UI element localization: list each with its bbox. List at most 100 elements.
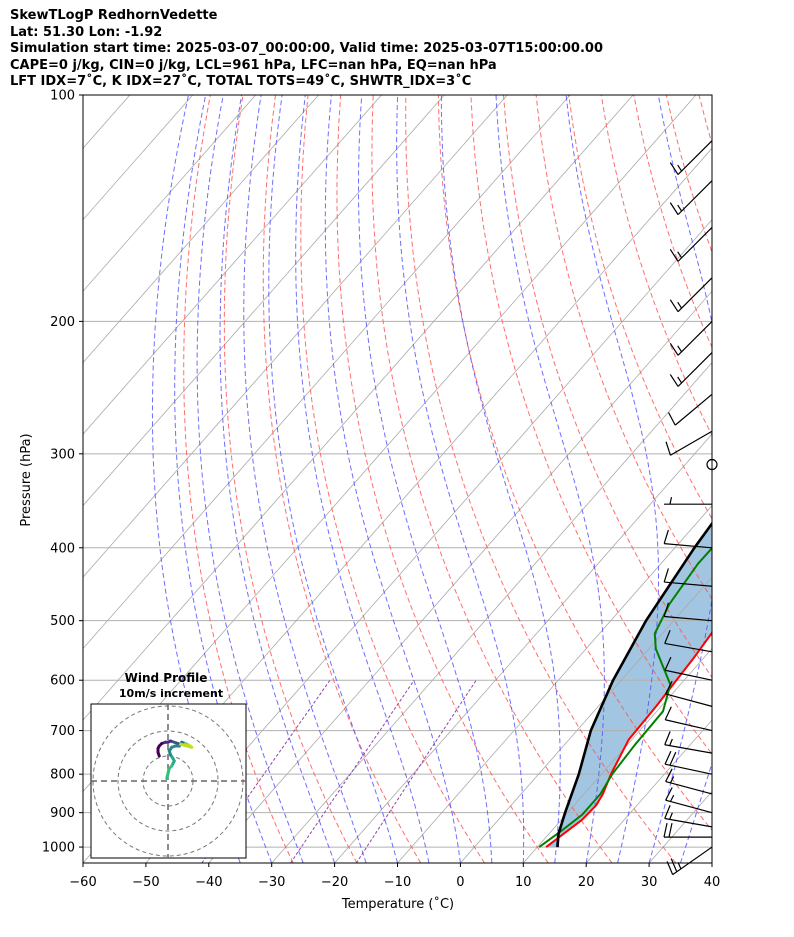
dry-adiabat-line — [223, 95, 358, 863]
wind-barb — [664, 543, 713, 549]
x-tick-label: −40 — [195, 875, 222, 890]
x-tick-label: 0 — [456, 875, 464, 890]
isotherm-line — [775, 95, 794, 863]
wind-barb — [677, 180, 713, 216]
wind-barb-flag — [664, 731, 671, 745]
x-axis-label: Temperature (˚C) — [341, 896, 454, 912]
wind-barb-half-flag — [677, 301, 683, 309]
dry-adiabat-line — [732, 95, 794, 863]
isotherm-line — [522, 647, 712, 863]
wind-barb-flag — [669, 374, 679, 387]
wind-barb-half-flag — [677, 164, 683, 172]
wind-barb — [677, 227, 713, 262]
mixing-ratio-line — [290, 679, 415, 863]
wind-barb-flag — [664, 706, 672, 721]
dry-adiabat-line — [764, 95, 794, 863]
wind-barb — [670, 430, 713, 456]
isotherm-line — [460, 576, 712, 863]
wind-barb-flag — [664, 656, 672, 671]
wind-barb-flag — [663, 568, 669, 583]
dry-adiabat-line — [336, 95, 549, 863]
wind-barb — [665, 799, 713, 814]
wind-barb — [677, 140, 713, 176]
wind-barb — [664, 817, 713, 828]
x-tick-label: −50 — [132, 875, 159, 890]
wind-barb-flag — [669, 162, 679, 175]
moist-adiabat-line — [324, 95, 461, 863]
moist-adiabat-line — [196, 95, 304, 863]
dry-adiabat-line — [405, 95, 677, 863]
dry-adiabat-line — [535, 95, 712, 600]
x-tick-label: −10 — [384, 875, 411, 890]
isotherm-line — [271, 362, 712, 863]
wind-barb — [664, 581, 713, 587]
y-tick-label: 1000 — [42, 841, 75, 856]
moist-adiabat-line — [219, 95, 336, 863]
x-tick-label: 40 — [704, 875, 721, 890]
indices-text: LFT IDX=7˚C, K IDX=27˚C, TOTAL TOTS=49˚C… — [10, 74, 472, 89]
moist-adiabat-line — [268, 95, 398, 863]
wind-barb — [664, 615, 713, 622]
wind-barb-flag — [667, 412, 676, 426]
moist-adiabat-line — [565, 95, 659, 863]
cape-fill-area — [546, 523, 712, 848]
wind-barb-flag — [666, 861, 674, 875]
wind-barb-flag — [665, 768, 673, 782]
x-tick-label: 20 — [578, 875, 595, 890]
mixing-ratio-line — [355, 679, 477, 863]
y-tick-label: 300 — [50, 447, 75, 462]
y-tick-label: 400 — [50, 541, 75, 556]
isotherm-line — [397, 505, 712, 863]
isotherm-line — [334, 433, 712, 863]
y-tick-label: 900 — [50, 806, 75, 821]
chart-title: SkewTLogP RedhornVedette — [10, 8, 218, 23]
wind-barb-half-flag — [677, 862, 682, 870]
parcel-path-line — [556, 521, 712, 848]
hodograph-trace-segment — [156, 750, 161, 758]
moist-adiabat-line — [396, 95, 525, 863]
y-axis-label: Pressure (hPa) — [19, 433, 34, 526]
wind-barb-flag — [669, 202, 679, 215]
isotherm-line — [83, 95, 508, 578]
wind-barb — [664, 642, 713, 653]
wind-barb-flag — [663, 602, 669, 617]
grid-layer — [0, 95, 794, 863]
cape-fill-layer — [546, 523, 712, 848]
y-tick-label: 600 — [50, 674, 75, 689]
isotherm-line — [83, 95, 382, 435]
isotherm-line — [83, 95, 319, 364]
wind-barb-flag — [665, 787, 673, 801]
wind-barb — [665, 719, 713, 732]
hodograph-trace-segment — [176, 742, 194, 749]
dry-adiabat-line — [665, 95, 712, 254]
wind-barb — [665, 693, 713, 707]
wind-barb-half-flag — [677, 345, 683, 353]
isotherm-line — [711, 862, 712, 863]
isotherm-line — [585, 719, 712, 863]
wind-barb — [665, 780, 713, 795]
wind-barb — [664, 744, 713, 754]
wind-barb-half-flag — [669, 738, 673, 746]
wind-barb-flag — [669, 342, 679, 356]
moist-adiabat-line — [744, 95, 794, 863]
isotherm-line — [83, 95, 634, 721]
wind-barb-flag — [664, 805, 671, 819]
wind-barb-flag — [669, 751, 677, 766]
x-tick-label: −30 — [258, 875, 285, 890]
wind-barb-half-flag — [669, 794, 675, 802]
isotherm-line — [0, 95, 4, 863]
location-text: Lat: 51.30 Lon: -1.92 — [10, 24, 163, 40]
wind-barb-half-flag — [669, 776, 675, 784]
cape-text: CAPE=0 j/kg, CIN=0 j/kg, LCL=961 hPa, LF… — [10, 57, 497, 73]
y-tick-label: 700 — [50, 724, 75, 739]
wind-barb-half-flag — [669, 812, 673, 820]
moist-adiabat-line — [711, 861, 712, 863]
dry-adiabat-line — [600, 95, 712, 437]
moist-adiabat-line — [358, 95, 493, 863]
wind-barb-flag — [669, 249, 679, 262]
isotherm-line — [648, 790, 712, 863]
isotherm-line — [145, 219, 712, 863]
dry-adiabat-line — [300, 95, 485, 863]
wind-barb-flag — [668, 822, 673, 838]
chart-header: SkewTLogP RedhornVedette Lat: 51.30 Lon:… — [10, 8, 603, 91]
